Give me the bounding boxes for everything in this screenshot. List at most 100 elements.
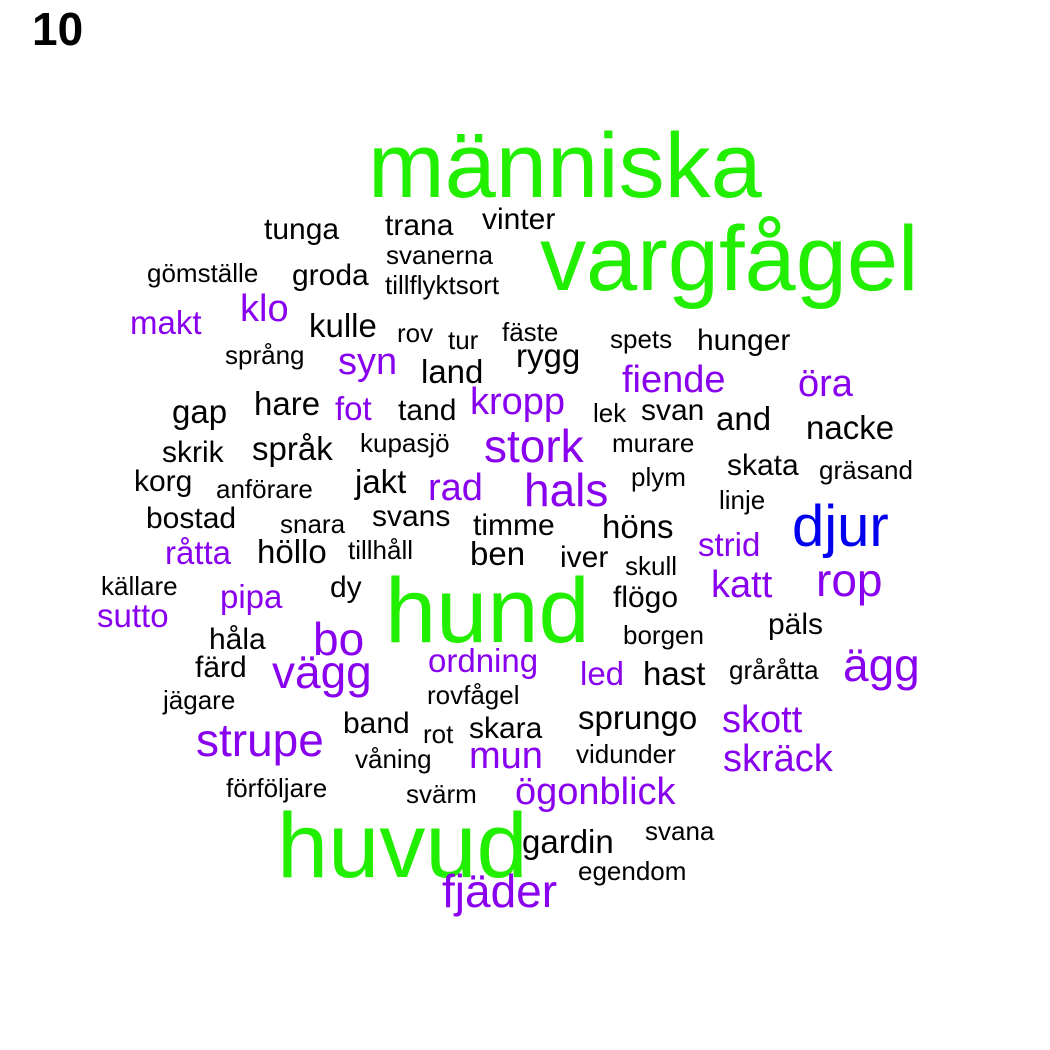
word-vidunder: vidunder — [576, 739, 676, 769]
word-rovfagel: rovfågel — [427, 680, 520, 710]
word-rov: rov — [397, 318, 434, 348]
word-kropp: kropp — [470, 381, 566, 423]
word-vargfagel: vargfågel — [540, 208, 919, 310]
word-tillflyktsort: tillflyktsort — [385, 270, 500, 300]
word-makt: makt — [130, 304, 202, 341]
word-hals: hals — [524, 464, 609, 516]
word-vaning: våning — [355, 744, 432, 774]
word-skull: skull — [625, 551, 678, 581]
word-grasand: gräsand — [819, 455, 913, 485]
word-led: led — [580, 655, 625, 692]
word-pipa: pipa — [220, 578, 283, 615]
word-hala: håla — [209, 623, 266, 656]
word-svana: svana — [645, 816, 715, 846]
word-linje: linje — [719, 485, 766, 515]
word-skrik: skrik — [162, 436, 224, 469]
word-kupasjo: kupasjö — [360, 428, 450, 458]
word-skrack: skräck — [723, 738, 833, 780]
word-anforare: anförare — [216, 474, 313, 504]
word-klo: klo — [240, 288, 289, 330]
word-ben: ben — [470, 535, 526, 572]
word-and: and — [716, 400, 772, 437]
word-skott: skott — [722, 699, 803, 741]
word-fot: fot — [335, 390, 372, 427]
word-tunga: tunga — [264, 213, 340, 246]
word-korg: korg — [134, 465, 193, 498]
word-egendom: egendom — [578, 856, 687, 886]
word-flogo: flögo — [613, 581, 679, 614]
word-snara: snara — [280, 509, 346, 539]
word-jagare: jägare — [163, 685, 236, 715]
word-sutto: sutto — [97, 597, 169, 634]
word-dy: dy — [330, 571, 362, 604]
word-bo: bo — [313, 613, 365, 665]
word-borgen: borgen — [623, 620, 704, 650]
word-sprang: språng — [225, 340, 305, 370]
word-gap: gap — [172, 393, 228, 430]
word-mun: mun — [469, 735, 543, 777]
word-sprak: språk — [252, 430, 333, 467]
word-rop: rop — [816, 554, 883, 606]
word-jakt: jakt — [355, 463, 407, 500]
word-fard: färd — [195, 651, 247, 684]
word-murare: murare — [612, 428, 695, 458]
word-kulle: kulle — [309, 307, 377, 344]
word-stork: stork — [484, 420, 584, 472]
word-rad: rad — [428, 467, 483, 509]
word-svanerna: svanerna — [386, 240, 493, 270]
word-kallare: källare — [101, 571, 178, 601]
word-timme: timme — [473, 509, 555, 542]
word-strid: strid — [698, 526, 761, 563]
word-gomstalle: gömställe — [147, 258, 259, 288]
word-tillhall: tillhåll — [348, 535, 414, 565]
word-graratta: gråråtta — [729, 655, 819, 685]
word-syn: syn — [338, 341, 398, 383]
word-land: land — [421, 353, 484, 390]
word-ogonblick: ögonblick — [515, 771, 676, 813]
word-groda: groda — [292, 259, 369, 292]
word-gardin: gardin — [522, 823, 614, 860]
word-rot: rot — [423, 719, 454, 749]
word-band: band — [343, 707, 410, 740]
word-ratta: råtta — [165, 534, 232, 571]
word-nacke: nacke — [806, 409, 895, 446]
word-ora: öra — [798, 363, 853, 405]
word-trana: trana — [385, 209, 454, 242]
word-plym: plym — [631, 462, 686, 492]
word-hund: hund — [385, 560, 590, 662]
word-forfoljare: förföljare — [226, 773, 328, 803]
word-ordning: ordning — [428, 642, 539, 679]
word-svans: svans — [372, 500, 451, 533]
word-fjader: fjäder — [442, 865, 558, 917]
word-manniska: människa — [368, 115, 762, 217]
word-huvud: huvud — [277, 795, 528, 897]
word-katt: katt — [711, 564, 773, 606]
word-skata: skata — [727, 449, 799, 482]
word-agg: ägg — [843, 639, 920, 691]
word-rygg: rygg — [516, 337, 581, 374]
word-faste: fäste — [502, 317, 559, 347]
word-svarm: svärm — [406, 779, 477, 809]
word-iver: iver — [560, 541, 609, 574]
word-svan: svan — [641, 394, 705, 427]
panel-number: 10 — [32, 3, 84, 55]
word-hare: hare — [254, 385, 321, 422]
word-fiende: fiende — [622, 359, 726, 401]
word-tur: tur — [448, 325, 479, 355]
word-hollo: höllo — [257, 533, 327, 570]
word-tand: tand — [398, 394, 457, 427]
word-hons: höns — [602, 508, 674, 545]
word-pals: päls — [768, 608, 824, 641]
word-bostad: bostad — [146, 502, 237, 535]
word-lek: lek — [593, 398, 627, 428]
word-hunger: hunger — [697, 324, 791, 357]
word-skara: skara — [469, 712, 543, 745]
word-hast: hast — [643, 655, 706, 692]
word-vagg: vägg — [272, 646, 372, 698]
word-djur: djur — [792, 494, 889, 559]
word-spets: spets — [610, 324, 673, 354]
word-sprungo: sprungo — [578, 699, 698, 736]
word-strupe: strupe — [196, 714, 324, 766]
word-vinter: vinter — [482, 203, 556, 236]
